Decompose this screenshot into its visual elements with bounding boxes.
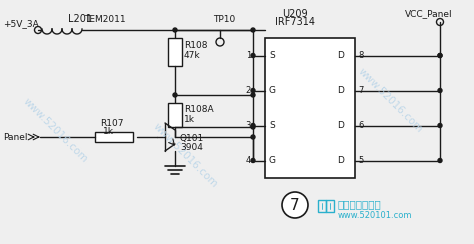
Circle shape — [438, 159, 442, 163]
Text: 1: 1 — [246, 51, 251, 60]
Text: www.52016.com: www.52016.com — [21, 96, 89, 164]
Text: L201: L201 — [68, 14, 92, 24]
Circle shape — [438, 89, 442, 92]
Circle shape — [251, 28, 255, 32]
Text: 5: 5 — [358, 156, 363, 165]
Text: 2: 2 — [246, 86, 251, 95]
Text: www.520101.com: www.520101.com — [338, 212, 412, 221]
Bar — [318, 200, 326, 212]
Text: 47k: 47k — [184, 51, 201, 60]
Bar — [168, 103, 182, 127]
Bar — [168, 38, 182, 66]
Text: 7: 7 — [358, 86, 364, 95]
Text: D: D — [337, 51, 344, 60]
Bar — [95, 132, 133, 142]
Text: 1k: 1k — [103, 126, 114, 135]
Circle shape — [438, 53, 442, 58]
Text: G: G — [269, 156, 276, 165]
Text: VCC_Panel: VCC_Panel — [405, 10, 453, 19]
Text: R108A: R108A — [184, 105, 214, 114]
Text: +5V_3A: +5V_3A — [3, 20, 39, 29]
Text: D: D — [337, 86, 344, 95]
Text: D: D — [337, 156, 344, 165]
Text: 家电维修资料网: 家电维修资料网 — [338, 199, 382, 209]
Text: G: G — [269, 86, 276, 95]
Circle shape — [251, 135, 255, 139]
Text: www.52016.com: www.52016.com — [151, 121, 219, 189]
Text: 8: 8 — [358, 51, 364, 60]
Text: Panel: Panel — [3, 132, 27, 142]
Circle shape — [251, 53, 255, 58]
Text: 6: 6 — [358, 121, 364, 130]
Text: S: S — [269, 51, 275, 60]
Text: 4: 4 — [246, 156, 251, 165]
Circle shape — [282, 192, 308, 218]
Text: S: S — [269, 121, 275, 130]
Circle shape — [438, 123, 442, 128]
Text: IRF7314: IRF7314 — [275, 17, 315, 27]
Circle shape — [251, 93, 255, 97]
Circle shape — [251, 89, 255, 92]
Text: 1k: 1k — [184, 115, 195, 124]
Circle shape — [438, 53, 442, 58]
Bar — [265, 38, 355, 178]
Text: R107: R107 — [100, 119, 124, 128]
Text: D: D — [337, 121, 344, 130]
Text: www.52016.com: www.52016.com — [356, 66, 424, 134]
Bar — [326, 200, 334, 212]
Circle shape — [251, 123, 255, 128]
Text: U209: U209 — [282, 9, 308, 19]
Text: Q101: Q101 — [180, 134, 204, 143]
Circle shape — [173, 93, 177, 97]
Text: 3: 3 — [246, 121, 251, 130]
Circle shape — [251, 159, 255, 163]
Text: 3904: 3904 — [180, 143, 203, 152]
Text: TP10: TP10 — [213, 14, 235, 23]
Circle shape — [251, 125, 255, 129]
Circle shape — [173, 28, 177, 32]
Text: 7: 7 — [290, 197, 300, 213]
Text: R108: R108 — [184, 41, 208, 50]
Text: TEM2011: TEM2011 — [84, 16, 126, 24]
